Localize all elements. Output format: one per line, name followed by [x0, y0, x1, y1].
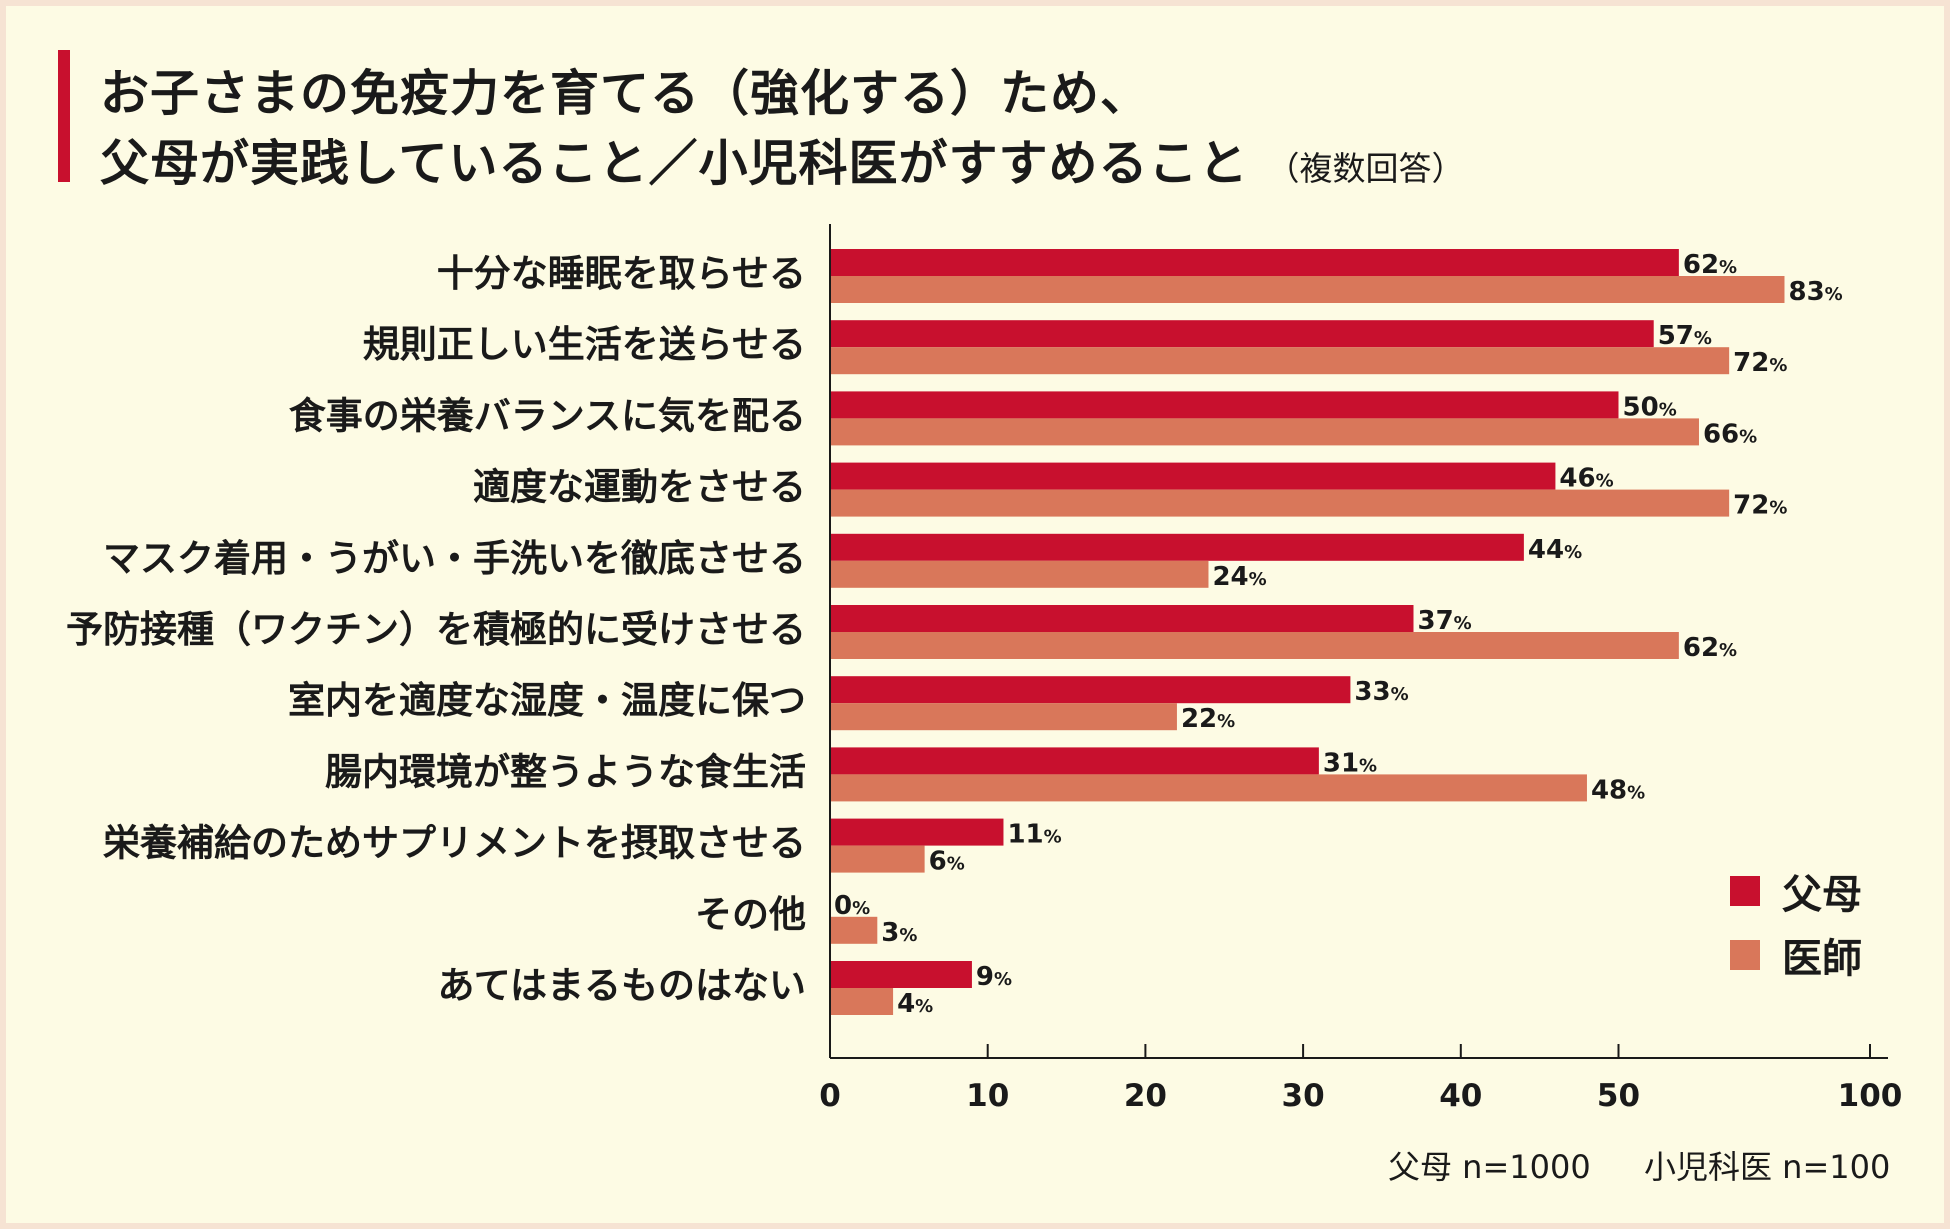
bar-parents	[830, 676, 1351, 704]
bar-parents	[830, 391, 1619, 419]
bar-parents	[830, 818, 1004, 846]
data-label-parents: 9%	[976, 962, 1012, 992]
bar-doctors	[830, 276, 1785, 303]
chart-title-text: 父母が実践していること／小児科医がすすめること	[100, 135, 1249, 192]
data-label-doctors: 72%	[1733, 348, 1787, 378]
x-tick-label: 10	[966, 1078, 1009, 1114]
data-label-parents: 0%	[834, 891, 870, 921]
legend-parents-label: 父母	[1782, 872, 1862, 918]
bar-parents	[830, 961, 972, 988]
data-label-doctors: 66%	[1703, 419, 1757, 449]
legend-parents-swatch	[1730, 876, 1760, 906]
bar-parents	[830, 249, 1679, 276]
chart-title-note: （複数回答）	[1266, 149, 1465, 188]
x-tick-label: 100	[1838, 1078, 1903, 1114]
data-label-doctors: 3%	[881, 918, 917, 948]
data-label-parents: 50%	[1623, 392, 1677, 422]
legend-parents: 父母	[1730, 862, 1862, 920]
category-label: 腸内環境が整うような食生活	[325, 750, 806, 793]
bar-parents	[830, 320, 1654, 348]
category-label: マスク着用・うがい・手洗いを徹底させる	[103, 537, 806, 580]
legend-doctors-swatch	[1730, 940, 1760, 970]
data-label-parents: 44%	[1528, 535, 1582, 565]
category-label: 栄養補給のためサプリメントを摂取させる	[103, 822, 806, 865]
sample-size-doctors: 小児科医 n=100	[1644, 1148, 1891, 1186]
data-label-parents: 46%	[1559, 464, 1613, 494]
category-label: その他	[695, 893, 806, 936]
chart-title-line1: お子さまの免疫力を育てる（強化する）ため、	[100, 65, 1151, 122]
category-label: あてはまるものはない	[437, 964, 806, 1007]
x-tick-label: 50	[1597, 1078, 1640, 1114]
bar-doctors	[830, 347, 1730, 375]
category-label: 予防接種（ワクチン）を積極的に受けさせる	[66, 608, 806, 651]
data-label-doctors: 48%	[1591, 775, 1645, 805]
category-label: 室内を適度な湿度・温度に保つ	[288, 679, 806, 722]
bar-doctors	[830, 560, 1209, 588]
data-label-doctors: 72%	[1733, 491, 1787, 521]
bar-doctors	[830, 845, 925, 873]
chart-title-line2: 父母が実践していること／小児科医がすすめること （複数回答）	[100, 124, 1465, 195]
bar-parents	[830, 533, 1524, 561]
category-label: 食事の栄養バランスに気を配る	[289, 394, 806, 437]
bar-doctors	[830, 489, 1730, 517]
bar-doctors	[830, 703, 1177, 731]
data-label-doctors: 6%	[929, 847, 965, 877]
category-label: 規則正しい生活を送らせる	[363, 323, 806, 366]
x-tick-label: 40	[1439, 1078, 1482, 1114]
chart-frame: お子さまの免疫力を育てる（強化する）ため、 父母が実践していること／小児科医がす…	[6, 6, 1944, 1223]
category-label: 十分な睡眠を取らせる	[437, 252, 806, 295]
sample-size-parents: 父母 n=1000	[1388, 1148, 1591, 1186]
data-label-parents: 11%	[1007, 820, 1061, 850]
bar-parents	[830, 747, 1319, 775]
data-label-doctors: 4%	[897, 989, 933, 1019]
title-accent-bar	[58, 50, 70, 182]
data-label-doctors: 83%	[1788, 277, 1842, 307]
bar-parents	[830, 462, 1556, 490]
x-tick-label: 0	[819, 1078, 841, 1114]
data-label-parents: 62%	[1683, 250, 1737, 280]
bar-doctors	[830, 916, 878, 944]
data-label-doctors: 22%	[1181, 704, 1235, 734]
data-label-parents: 31%	[1323, 748, 1377, 778]
bar-doctors	[830, 418, 1699, 446]
data-label-doctors: 62%	[1683, 633, 1737, 663]
bar-doctors	[830, 632, 1679, 659]
x-tick-label: 30	[1282, 1078, 1325, 1114]
x-tick-label: 20	[1124, 1078, 1167, 1114]
bar-parents	[830, 605, 1414, 632]
bar-chart: 十分な睡眠を取らせる 62% 83% 規則正しい生活を送らせる 57% 72% 食事の栄養バ…	[66, 224, 1903, 1114]
legend-doctors: 医師	[1730, 926, 1862, 984]
data-label-parents: 33%	[1354, 677, 1408, 707]
data-label-parents: 57%	[1658, 321, 1712, 351]
legend-doctors-label: 医師	[1782, 936, 1862, 982]
data-label-parents: 37%	[1417, 606, 1471, 636]
bar-doctors	[830, 774, 1587, 802]
category-label: 適度な運動をさせる	[473, 466, 806, 509]
data-label-doctors: 24%	[1212, 562, 1266, 592]
bar-doctors	[830, 988, 894, 1015]
